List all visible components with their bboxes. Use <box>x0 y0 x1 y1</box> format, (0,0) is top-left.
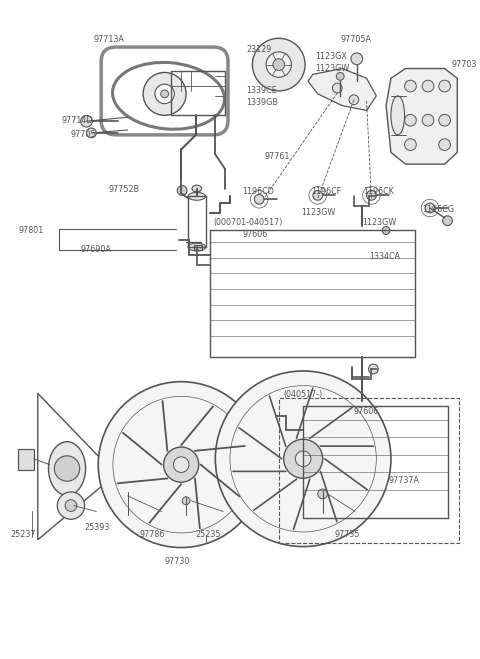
Circle shape <box>284 440 323 478</box>
Circle shape <box>155 84 174 103</box>
Circle shape <box>98 382 264 548</box>
Text: 97606: 97606 <box>243 230 268 239</box>
Text: 1196CG: 1196CG <box>422 204 454 214</box>
Ellipse shape <box>188 243 205 251</box>
Circle shape <box>405 80 416 92</box>
Circle shape <box>54 456 80 481</box>
Polygon shape <box>308 69 376 111</box>
Text: 97730: 97730 <box>165 557 190 565</box>
Ellipse shape <box>192 185 202 192</box>
Text: 97761: 97761 <box>264 152 289 161</box>
Circle shape <box>439 115 450 126</box>
Circle shape <box>313 190 323 200</box>
Circle shape <box>336 72 344 80</box>
Circle shape <box>254 194 264 204</box>
Text: 1196CD: 1196CD <box>243 187 275 196</box>
Circle shape <box>405 115 416 126</box>
Text: 1123GX: 1123GX <box>315 52 347 61</box>
Polygon shape <box>386 69 457 164</box>
Text: 97705A: 97705A <box>340 35 371 43</box>
Text: 25237: 25237 <box>11 530 36 539</box>
Circle shape <box>422 115 434 126</box>
Circle shape <box>382 227 390 235</box>
Text: 25393: 25393 <box>84 523 110 532</box>
Text: 97752B: 97752B <box>108 185 139 194</box>
Ellipse shape <box>188 192 205 200</box>
Circle shape <box>367 190 376 200</box>
Circle shape <box>143 72 186 115</box>
Circle shape <box>252 38 305 91</box>
Circle shape <box>182 497 190 505</box>
Text: (040517-): (040517-) <box>284 390 323 399</box>
Circle shape <box>351 53 363 65</box>
Text: 97713A: 97713A <box>94 35 124 43</box>
Text: 97705: 97705 <box>71 130 96 139</box>
Circle shape <box>443 216 453 225</box>
Text: 97714D: 97714D <box>61 116 93 125</box>
Text: 1123GW: 1123GW <box>301 208 336 217</box>
Text: 97690A: 97690A <box>81 246 111 254</box>
Circle shape <box>349 95 359 105</box>
Circle shape <box>86 128 96 138</box>
Circle shape <box>161 90 168 98</box>
Circle shape <box>333 83 342 93</box>
Circle shape <box>81 115 93 127</box>
Circle shape <box>124 492 132 500</box>
Bar <box>279 398 459 542</box>
Text: 97737A: 97737A <box>389 476 420 485</box>
Circle shape <box>405 139 416 150</box>
Circle shape <box>425 203 435 213</box>
Circle shape <box>57 492 84 519</box>
Text: 97801: 97801 <box>18 226 44 235</box>
Circle shape <box>318 489 327 499</box>
Text: 1339GB: 1339GB <box>247 98 278 107</box>
Circle shape <box>295 451 311 467</box>
Text: 23129: 23129 <box>247 45 272 53</box>
Text: 97735: 97735 <box>335 530 360 539</box>
Text: 1196CF: 1196CF <box>311 187 341 196</box>
Text: 97786: 97786 <box>139 530 165 539</box>
Circle shape <box>439 80 450 92</box>
Text: 1123GW: 1123GW <box>315 64 349 73</box>
Text: 1123GW: 1123GW <box>361 218 396 227</box>
Bar <box>194 245 202 250</box>
Text: 1339CE: 1339CE <box>247 86 277 96</box>
Text: 1334CA: 1334CA <box>370 252 401 262</box>
Circle shape <box>369 364 378 374</box>
Text: 25235: 25235 <box>196 530 221 539</box>
Circle shape <box>216 371 391 546</box>
Text: 97703: 97703 <box>451 60 477 69</box>
Circle shape <box>173 457 189 473</box>
Circle shape <box>177 186 187 195</box>
Bar <box>18 449 34 471</box>
Circle shape <box>164 447 199 482</box>
Text: 97606: 97606 <box>354 407 379 416</box>
Ellipse shape <box>391 96 405 135</box>
Circle shape <box>273 59 285 71</box>
Text: (000701-040517): (000701-040517) <box>214 218 283 227</box>
Ellipse shape <box>48 442 85 496</box>
Circle shape <box>65 500 77 511</box>
Circle shape <box>439 139 450 150</box>
Circle shape <box>266 52 291 77</box>
Text: 1196CK: 1196CK <box>364 187 395 196</box>
Circle shape <box>422 80 434 92</box>
